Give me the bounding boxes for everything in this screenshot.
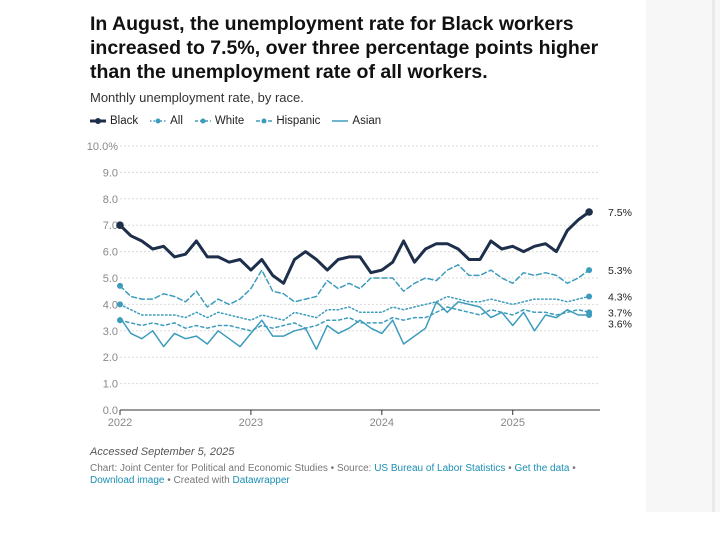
download-image-link[interactable]: Download image — [90, 475, 165, 486]
x-tick-label: 2025 — [500, 417, 524, 428]
source-line: Chart: Joint Center for Political and Ec… — [90, 463, 610, 487]
series-end-dot-asian — [586, 311, 593, 318]
legend-swatch-white-icon — [194, 118, 211, 124]
legend-item-all[interactable]: All — [150, 115, 183, 127]
source-link[interactable]: US Bureau of Labor Statistics — [374, 463, 506, 474]
chart-card — [0, 0, 646, 512]
legend-item-black[interactable]: Black — [90, 115, 138, 127]
y-tick-label: 9.0 — [103, 167, 118, 179]
series-start-dot-all — [117, 301, 123, 308]
series-start-dot-black — [116, 221, 124, 229]
line-chart: 0.0 1.0 2.0 3.0 4.0 5.0 6.0 7.0 8.0 9.0 10.0% 2022 2… — [87, 141, 632, 428]
end-label-white: 3.7% — [608, 307, 632, 319]
accessed-note: Accessed September 5, 2025 — [90, 446, 235, 458]
legend: Black All White Hispanic Asian — [90, 115, 393, 127]
y-tick-label: 10.0% — [87, 141, 118, 153]
separator: • — [505, 463, 515, 474]
legend-swatch-black-icon — [90, 118, 106, 124]
series-start-dot-hispanic — [117, 282, 123, 289]
legend-label-hispanic: Hispanic — [276, 115, 321, 127]
legend-swatch-asian-icon — [332, 120, 349, 122]
label-layer: 7.5% 5.3% 4.3% 3.7%3.6% — [608, 207, 632, 330]
legend-item-asian[interactable]: Asian — [332, 115, 381, 127]
separator: • — [569, 463, 576, 474]
y-tick-label: 0.0 — [103, 405, 118, 417]
legend-label-all: All — [170, 115, 183, 127]
x-tick-label: 2024 — [370, 417, 394, 428]
series-line-black — [118, 210, 591, 285]
datawrapper-link[interactable]: Datawrapper — [232, 475, 290, 486]
y-tick-label: 8.0 — [103, 194, 118, 206]
y-tick-label: 5.0 — [103, 273, 118, 285]
y-tick-label: 2.0 — [103, 352, 118, 364]
series-end-dot-black — [585, 208, 593, 216]
legend-label-white: White — [214, 115, 245, 127]
end-label-hispanic: 5.3% — [608, 265, 632, 277]
chart-subtitle: Monthly unemployment rate, by race. — [90, 90, 304, 105]
legend-label-black: Black — [110, 115, 139, 127]
chart-credit: Chart: Joint Center for Political and Ec… — [90, 463, 375, 474]
end-label-black: 7.5% — [608, 207, 632, 219]
legend-item-white[interactable]: White — [194, 115, 245, 127]
end-label-all: 4.3% — [608, 291, 632, 303]
end-label-asian: 3.6% — [608, 318, 632, 330]
series-end-dot-all — [586, 293, 593, 300]
y-tick-label: 1.0 — [103, 379, 118, 391]
series-line-white — [119, 306, 590, 332]
y-tick-label: 3.0 — [103, 326, 118, 338]
series-end-dot-hispanic — [586, 267, 593, 274]
series-line-asian — [119, 301, 590, 351]
y-tick-label: 4.0 — [103, 299, 118, 311]
legend-swatch-all-icon — [150, 118, 167, 124]
x-tick-label: 2022 — [108, 417, 132, 428]
legend-swatch-hispanic-icon — [256, 118, 273, 124]
right-sidebar — [646, 0, 720, 512]
series-layer — [116, 208, 593, 351]
y-tick-label: 7.0 — [103, 220, 118, 232]
series-line-hispanic — [119, 264, 590, 308]
grid-layer: 0.0 1.0 2.0 3.0 4.0 5.0 6.0 7.0 8.0 9.0 10.0% 2022 2… — [87, 141, 600, 428]
get-data-link[interactable]: Get the data — [514, 463, 570, 474]
chart-title: In August, the unemployment rate for Bla… — [90, 13, 599, 83]
series-line-all — [119, 295, 590, 321]
x-tick-label: 2023 — [239, 417, 263, 428]
created-with-text: • Created with — [164, 475, 233, 486]
legend-label-asian: Asian — [352, 115, 382, 127]
legend-item-hispanic[interactable]: Hispanic — [256, 115, 320, 127]
y-tick-label: 6.0 — [103, 247, 118, 259]
scrollbar-track[interactable] — [712, 0, 715, 512]
